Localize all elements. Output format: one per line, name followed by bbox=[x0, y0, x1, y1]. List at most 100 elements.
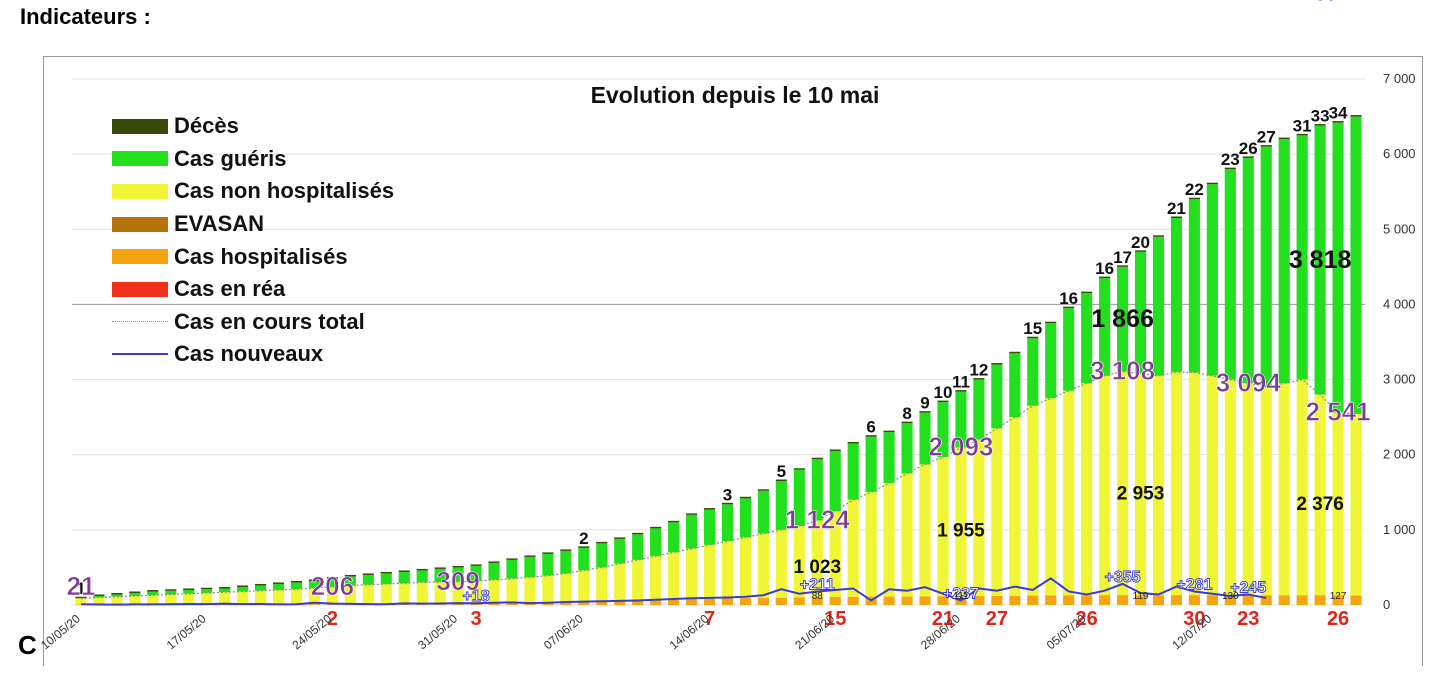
data-label-gueris: 1 866 bbox=[1091, 305, 1154, 333]
bar-deces bbox=[1332, 121, 1344, 123]
bar-gueris bbox=[272, 583, 285, 590]
data-label-cas-nouveaux: +211 bbox=[800, 576, 835, 593]
bar-hospitalises bbox=[721, 598, 734, 605]
data-label-deces: 11 bbox=[952, 373, 970, 392]
bar-deces bbox=[1260, 145, 1272, 147]
data-label-cas-en-cours: 3 094 bbox=[1216, 367, 1282, 397]
bar-gueris bbox=[344, 576, 356, 586]
bar-deces bbox=[434, 567, 446, 569]
bar-non-hospitalises bbox=[1224, 379, 1236, 596]
bar-deces bbox=[111, 592, 123, 595]
bar-gueris bbox=[93, 595, 105, 598]
bar-non-hospitalises bbox=[506, 578, 518, 604]
bar-gueris bbox=[757, 490, 769, 534]
bar-non-hospitalises bbox=[865, 492, 877, 597]
bar-non-hospitalises bbox=[955, 447, 967, 597]
bar-gueris bbox=[1278, 139, 1290, 384]
bar-non-hospitalises bbox=[775, 529, 787, 598]
bar-gueris bbox=[1170, 218, 1183, 373]
legend-item: Cas en cours total bbox=[112, 306, 394, 339]
x-tick-label: 14/06/20 bbox=[667, 611, 712, 652]
bar-deces bbox=[1045, 321, 1057, 324]
bar-hospitalises bbox=[847, 596, 859, 605]
bar-hospitalises bbox=[1045, 595, 1057, 605]
bar-gueris bbox=[721, 504, 734, 542]
bar-deces bbox=[596, 541, 608, 544]
bar-non-hospitalises bbox=[632, 559, 644, 602]
bar-non-hospitalises bbox=[237, 591, 249, 605]
truncated-text: C bbox=[18, 630, 37, 660]
data-label-rea: 27 bbox=[986, 608, 1008, 630]
legend-label: Cas en réa bbox=[174, 276, 286, 302]
bar-gueris bbox=[1045, 323, 1057, 399]
data-label-hospitalises: 88 bbox=[812, 591, 824, 602]
bar-deces bbox=[1224, 167, 1236, 170]
data-label-cas-nouveaux: +18 bbox=[462, 588, 489, 605]
bar-hospitalises bbox=[1170, 595, 1183, 605]
bar-non-hospitalises bbox=[1296, 379, 1308, 596]
legend-label: Cas hospitalisés bbox=[174, 243, 348, 269]
x-tick-label: 31/05/20 bbox=[415, 611, 460, 652]
bar-non-hospitalises bbox=[290, 589, 303, 605]
bar-non-hospitalises bbox=[596, 567, 608, 602]
bar-non-hospitalises bbox=[1278, 383, 1290, 596]
bar-deces bbox=[757, 489, 769, 491]
bar-deces bbox=[237, 585, 249, 587]
bar-non-hospitalises bbox=[201, 592, 213, 605]
bar-hospitalises bbox=[1188, 595, 1200, 605]
bar-deces bbox=[524, 555, 536, 557]
y-tick-label: 2 000 bbox=[1383, 447, 1416, 462]
bar-gueris bbox=[1224, 169, 1236, 380]
legend-swatch bbox=[112, 183, 168, 199]
bar-hospitalises bbox=[1009, 595, 1021, 605]
bar-non-hospitalises bbox=[1081, 383, 1093, 596]
bar-deces bbox=[829, 449, 841, 451]
data-label-deces: 10 bbox=[934, 383, 953, 402]
bar-deces bbox=[1027, 336, 1039, 339]
legend-label: Cas guéris bbox=[174, 145, 287, 171]
data-label-cas-en-cours: 2 093 bbox=[928, 432, 993, 462]
chart-legend: Décès Cas guéris Cas non hospitalisés EVASA… bbox=[112, 110, 394, 371]
bar-hospitalises bbox=[901, 596, 913, 605]
bar-deces bbox=[254, 583, 267, 586]
data-label-deces: 15 bbox=[1023, 319, 1042, 338]
bar-hospitalises bbox=[1296, 595, 1308, 605]
data-label-rea: 23 bbox=[1237, 608, 1259, 630]
bar-deces bbox=[1296, 133, 1308, 136]
bar-non-hospitalises bbox=[165, 594, 177, 605]
data-label-hospitalises: 119 bbox=[1133, 591, 1149, 602]
bar-non-hospitalises bbox=[1314, 394, 1326, 596]
bar-non-hospitalises bbox=[829, 511, 841, 598]
bar-deces bbox=[452, 565, 464, 568]
bar-non-hospitalises bbox=[326, 586, 338, 605]
bar-deces bbox=[793, 468, 805, 470]
data-label-hospitalises: 130 bbox=[1222, 591, 1239, 602]
bar-non-hospitalises bbox=[991, 428, 1003, 596]
data-label-deces: 31 bbox=[1293, 116, 1312, 135]
bar-non-hospitalises bbox=[398, 583, 410, 604]
bar-gueris bbox=[1260, 146, 1272, 388]
data-label-cas-en-cours: 21 bbox=[67, 571, 96, 601]
bar-hospitalises bbox=[775, 597, 787, 605]
bar-non-hospitalises bbox=[1116, 371, 1129, 596]
bar-deces bbox=[290, 580, 303, 583]
bar-non-hospitalises bbox=[614, 563, 626, 602]
bar-hospitalises bbox=[650, 600, 662, 605]
data-label-non-hospitalises: 1 023 bbox=[793, 557, 841, 578]
legend-item: Cas nouveaux bbox=[112, 338, 394, 371]
bar-hospitalises bbox=[1224, 595, 1236, 605]
data-label-deces: 16 bbox=[1059, 289, 1078, 308]
bar-deces bbox=[1116, 265, 1129, 267]
bar-non-hospitalises bbox=[434, 582, 446, 604]
y-tick-label: 1 000 bbox=[1383, 522, 1416, 537]
bar-non-hospitalises bbox=[1099, 375, 1111, 596]
data-label-cas-nouveaux: +94 bbox=[1307, 0, 1334, 4]
bar-deces bbox=[326, 577, 338, 579]
bar-deces bbox=[147, 589, 159, 592]
bar-non-hospitalises bbox=[344, 585, 356, 604]
bar-deces bbox=[1009, 351, 1021, 354]
bar-deces bbox=[973, 378, 985, 380]
bar-hospitalises bbox=[937, 596, 949, 605]
bar-deces bbox=[308, 579, 321, 581]
data-label-deces: 12 bbox=[969, 361, 988, 380]
